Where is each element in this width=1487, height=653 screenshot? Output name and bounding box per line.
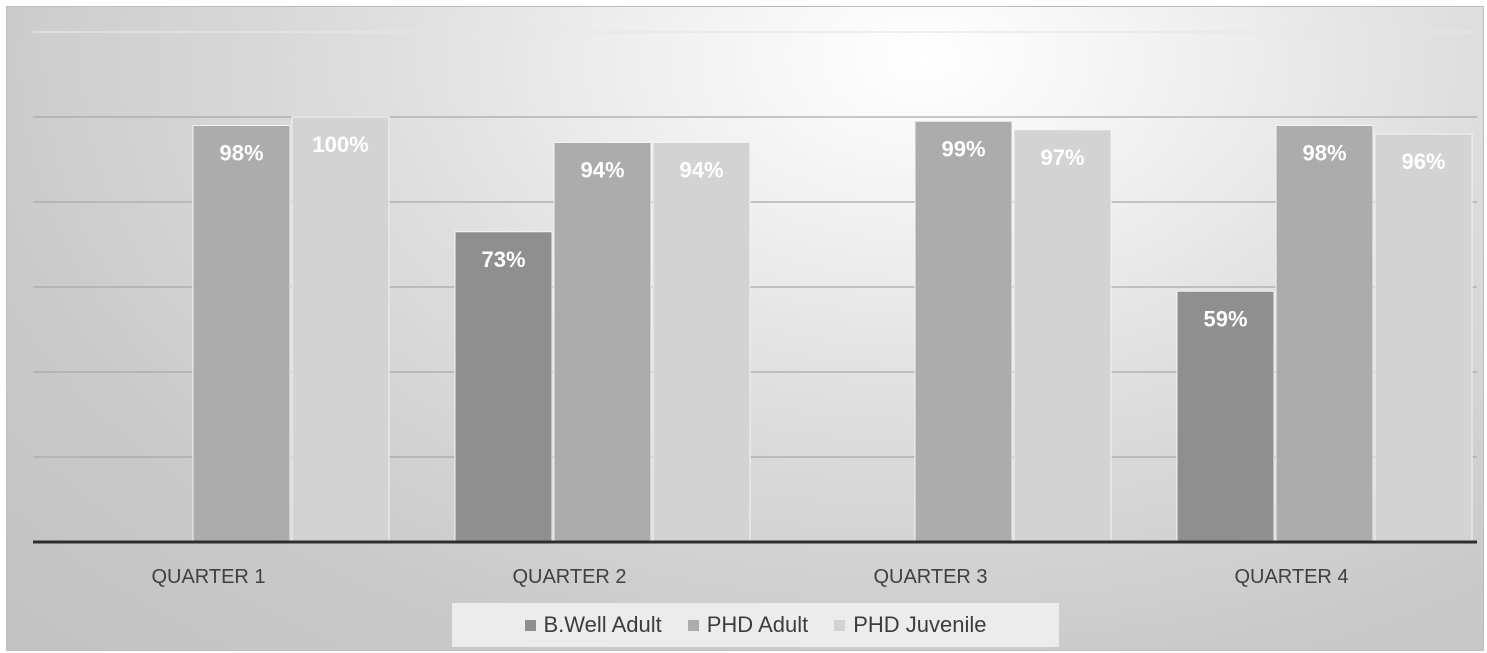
bar-phd-adult-q1 <box>193 126 290 543</box>
bar-phd-juvenile-q4 <box>1375 134 1472 542</box>
bar-phd-juvenile-q1 <box>292 117 389 542</box>
x-tick-label: QUARTER 1 <box>151 566 265 588</box>
legend-item-phd-juvenile: PHD Juvenile <box>834 612 986 638</box>
bar-b-well-adult-q2 <box>455 232 552 542</box>
legend-item-b-well-adult: B.Well Adult <box>525 612 662 638</box>
data-label: 98% <box>1302 141 1346 166</box>
data-label: 59% <box>1203 306 1247 331</box>
bar-phd-adult-q2 <box>554 143 651 543</box>
data-label: 94% <box>580 158 624 183</box>
data-label: 98% <box>219 141 263 166</box>
data-label: 73% <box>481 247 525 272</box>
data-label: 97% <box>1040 145 1084 170</box>
data-label: 100% <box>312 132 368 157</box>
bars <box>193 117 1472 542</box>
bar-phd-juvenile-q3 <box>1014 130 1111 542</box>
legend-label-phd-juvenile: PHD Juvenile <box>853 612 986 638</box>
x-tick-label: QUARTER 4 <box>1234 566 1348 588</box>
legend: B.Well Adult PHD Adult PHD Juvenile <box>452 603 1059 647</box>
bar-phd-adult-q3 <box>915 121 1012 542</box>
x-axis-ticks: QUARTER 1 QUARTER 2 QUARTER 3 QUARTER 4 <box>151 566 1348 588</box>
legend-swatch-b-well-adult <box>525 620 536 631</box>
legend-swatch-phd-adult <box>688 620 699 631</box>
bar-phd-juvenile-q2 <box>653 143 750 543</box>
legend-label-b-well-adult: B.Well Adult <box>544 612 662 638</box>
legend-swatch-phd-juvenile <box>834 620 845 631</box>
legend-label-phd-adult: PHD Adult <box>707 612 809 638</box>
data-label: 96% <box>1401 149 1445 174</box>
data-label: 94% <box>679 158 723 183</box>
data-label: 99% <box>941 136 985 161</box>
x-tick-label: QUARTER 2 <box>512 566 626 588</box>
legend-item-phd-adult: PHD Adult <box>688 612 809 638</box>
x-tick-label: QUARTER 3 <box>873 566 987 588</box>
bar-phd-adult-q4 <box>1276 126 1373 543</box>
